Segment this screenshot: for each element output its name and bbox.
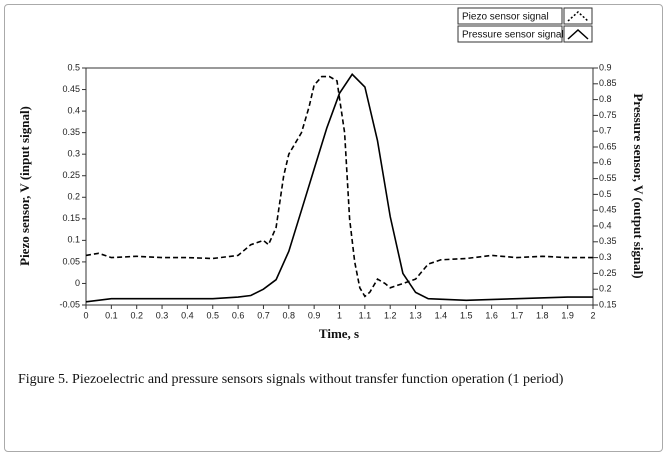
y2-axis-label: Pressure sensor, V (output signal) [631,93,646,278]
legend-swatch [567,10,589,22]
x-tick-label: 0.2 [130,310,143,320]
legend-swatch-box [563,25,593,43]
y-tick-label: 0.35 [62,127,80,137]
y-tick-label: 0.25 [62,170,80,180]
y-tick-label: 0.05 [62,256,80,266]
y2-tick-label: 0.55 [599,173,617,183]
y2-tick-label: 0.2 [599,284,612,294]
y-tick-label: 0.3 [67,149,80,159]
x-tick-label: 0.7 [257,310,270,320]
y2-tick-label: 0.25 [599,268,617,278]
y2-tick-label: 0.6 [599,157,612,167]
legend-label: Pressure sensor signal [462,30,564,41]
series-line [85,75,593,298]
x-tick-label: 1 [337,310,342,320]
x-tick-label: 0.6 [232,310,245,320]
x-axis-label: Time, s [319,326,359,341]
y-tick-label: 0.4 [67,105,80,115]
y2-tick-label: 0.75 [599,110,617,120]
x-tick-label: 1.9 [561,310,574,320]
legend-box [457,7,563,25]
y2-tick-label: 0.4 [599,220,612,230]
legend-swatch-box [563,7,593,25]
caption: Figure 5. Piezoelectric and pressure sen… [18,372,564,387]
x-tick-label: 1.7 [511,310,524,320]
y-tick-label: 0.2 [67,192,80,202]
y2-tick-label: 0.8 [599,94,612,104]
x-tick-label: 1.8 [536,310,549,320]
x-tick-label: 2 [590,310,595,320]
legend-swatch [567,28,589,40]
y2-tick-label: 0.85 [599,78,617,88]
frame [4,4,663,452]
x-tick-label: 0.4 [181,310,194,320]
x-tick-label: 1.5 [460,310,473,320]
x-tick-label: 0 [83,310,88,320]
x-tick-label: 0.8 [283,310,296,320]
y-tick-label: 0.15 [62,213,80,223]
y-tick-label: -0.05 [59,299,80,309]
y2-tick-label: 0.15 [599,299,617,309]
x-tick-label: 0.9 [308,310,321,320]
y-tick-label: 0.1 [67,235,80,245]
x-tick-label: 1.2 [384,310,397,320]
y2-tick-label: 0.65 [599,141,617,151]
x-tick-label: 1.3 [409,310,422,320]
y2-tick-label: 0.9 [599,62,612,72]
y-tick-label: 0.45 [62,84,80,94]
y-tick-label: 0.5 [67,62,80,72]
y2-tick-label: 0.3 [599,252,612,262]
x-tick-label: 0.5 [206,310,219,320]
legend-label: Piezo sensor signal [462,12,549,23]
plot-frame [85,67,594,306]
y2-tick-label: 0.45 [599,205,617,215]
legend-box [457,25,563,43]
y-tick-label: 0 [75,278,80,288]
y2-tick-label: 0.5 [599,189,612,199]
x-tick-label: 1.1 [359,310,372,320]
x-tick-label: 1.6 [485,310,498,320]
series-line [85,73,593,303]
x-tick-label: 0.3 [156,310,169,320]
y2-tick-label: 0.35 [599,236,617,246]
y2-tick-label: 0.7 [599,126,612,136]
x-tick-label: 1.4 [435,310,448,320]
x-tick-label: 0.1 [105,310,118,320]
y-axis-label: Piezo sensor, V (input signal) [17,106,32,266]
